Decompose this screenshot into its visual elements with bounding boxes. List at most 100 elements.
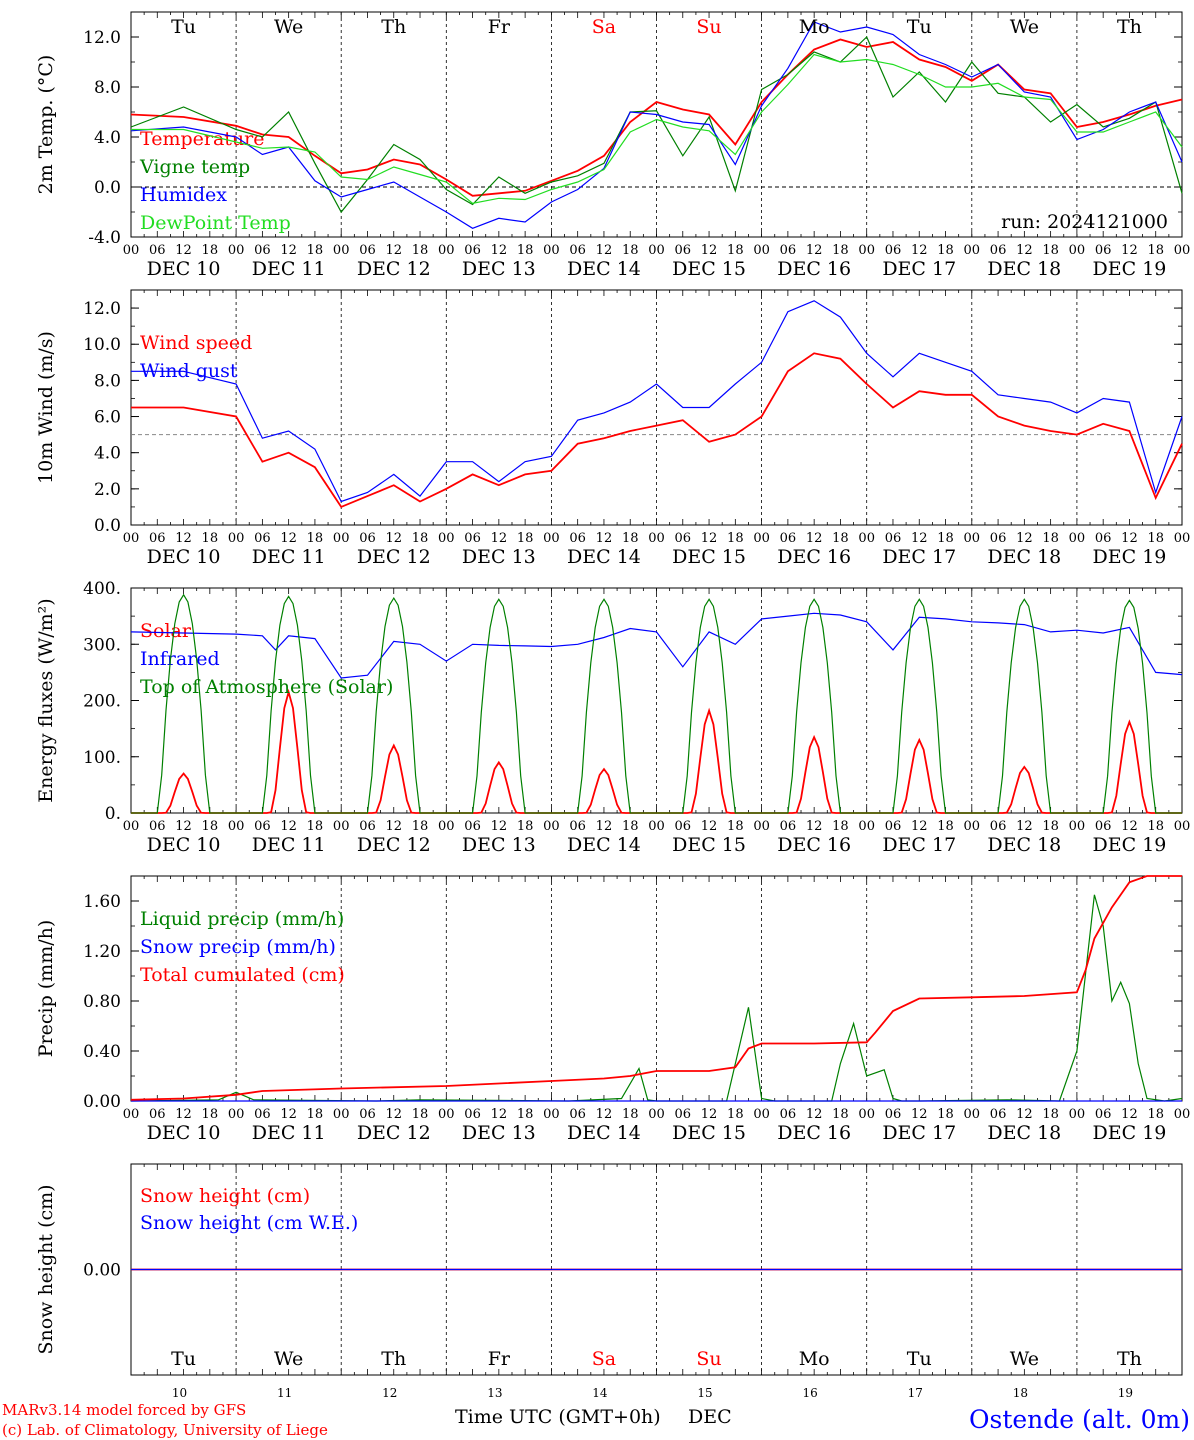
hour-tick-label: 12 [1121,531,1138,546]
day-number: 19 [1118,1386,1133,1400]
hour-tick-label: 00 [1069,531,1086,546]
hour-tick-label: 12 [1016,243,1033,258]
hour-tick-label: 18 [832,819,849,834]
hour-tick-label: 18 [412,243,429,258]
date-label: DEC 17 [882,258,956,280]
hour-tick-label: 06 [149,1107,166,1122]
hour-tick-label: 18 [727,531,744,546]
series-line-total-cumulated-cm- [130,875,1182,1101]
hour-tick-label: 00 [123,243,140,258]
y-tick-label: 4.0 [94,128,121,148]
hour-tick-label: 00 [648,243,665,258]
hour-tick-label: 12 [1016,819,1033,834]
hour-tick-label: 06 [675,243,692,258]
hour-tick-label: 18 [412,819,429,834]
hour-tick-label: 00 [648,1107,665,1122]
hour-tick-label: 06 [254,819,271,834]
day-number: 11 [277,1386,292,1400]
hour-tick-label: 18 [1042,819,1059,834]
y-tick-label: 1.20 [83,942,121,962]
legend-entry: DewPoint Temp [140,212,291,234]
y-tick-label: -4.0 [88,228,121,248]
hour-tick-label: 12 [911,531,928,546]
day-number: 14 [592,1386,608,1400]
hour-tick-label: 12 [491,819,508,834]
hour-tick-label: 00 [228,531,245,546]
hour-tick-label: 18 [1147,531,1164,546]
hour-tick-label: 06 [569,243,586,258]
weekday-label: Th [381,16,406,38]
hour-tick-label: 00 [228,819,245,834]
hour-tick-label: 12 [596,1107,613,1122]
date-label: DEC 10 [147,1122,221,1144]
hour-tick-label: 18 [307,531,324,546]
hour-tick-label: 00 [964,531,981,546]
legend-entry: Liquid precip (mm/h) [140,908,344,930]
hour-tick-label: 00 [1069,819,1086,834]
hour-tick-label: 18 [832,531,849,546]
hour-tick-label: 18 [1147,819,1164,834]
hour-tick-label: 06 [1095,819,1112,834]
weekday-label: We [274,16,303,38]
y-tick-label: 0. [105,804,121,824]
hour-tick-label: 06 [254,1107,271,1122]
station-name: Ostende (alt. 0m) [969,1405,1190,1434]
date-label: DEC 13 [462,258,536,280]
hour-tick-label: 00 [753,243,770,258]
hour-tick-label: 06 [254,531,271,546]
date-label: DEC 13 [462,1122,536,1144]
date-label: DEC 12 [357,546,431,568]
hour-tick-label: 12 [175,531,192,546]
hour-tick-label: 12 [701,531,718,546]
date-label: DEC 13 [462,546,536,568]
date-label: DEC 12 [357,1122,431,1144]
run-label: run: 2024121000 [1001,211,1168,233]
hour-tick-label: 00 [438,243,455,258]
hour-tick-label: 18 [727,819,744,834]
series-line-wind-speed [131,352,1183,509]
day-number: 16 [803,1386,818,1400]
hour-tick-label: 00 [333,243,350,258]
hour-tick-label: 12 [1121,819,1138,834]
hour-tick-label: 00 [438,531,455,546]
hour-tick-label: 00 [1174,531,1191,546]
hour-tick-label: 12 [175,243,192,258]
weekday-label: Tu [907,16,932,38]
day-number: 17 [908,1386,923,1400]
y-tick-label: 1.60 [83,892,121,912]
hour-tick-label: 00 [543,243,560,258]
weekday-label: Tu [171,1348,196,1370]
month-label: DEC [688,1406,732,1428]
hour-tick-label: 06 [885,819,902,834]
hour-tick-label: 06 [359,531,376,546]
hour-tick-label: 18 [1042,243,1059,258]
hour-tick-label: 12 [175,819,192,834]
hour-tick-label: 12 [596,243,613,258]
hour-tick-label: 18 [832,243,849,258]
hour-tick-label: 12 [911,1107,928,1122]
date-label: DEC 11 [252,258,326,280]
hour-tick-label: 06 [675,819,692,834]
hour-tick-label: 12 [701,819,718,834]
day-number: 13 [487,1386,502,1400]
hour-tick-label: 06 [885,1107,902,1122]
series-line-wind-gust [131,300,1183,503]
hour-tick-label: 18 [307,1107,324,1122]
hour-tick-label: 18 [727,243,744,258]
legend-entry: Infrared [140,648,220,670]
hour-tick-label: 06 [675,531,692,546]
weekday-label: Fr [488,1348,511,1370]
hour-tick-label: 12 [1121,1107,1138,1122]
hour-tick-label: 18 [937,243,954,258]
hour-tick-label: 06 [149,819,166,834]
date-label: DEC 18 [987,258,1061,280]
series-line-infrared [130,612,1183,679]
hour-tick-label: 18 [622,531,639,546]
hour-tick-label: 06 [569,531,586,546]
date-label: DEC 17 [882,834,956,856]
panel-precip: 0.00 0.40 0.80 1.20 1.60 Precip (mm/h) Liquid … [35,875,1190,1144]
hour-tick-label: 12 [701,1107,718,1122]
hour-tick-label: 12 [491,243,508,258]
hour-tick-label: 06 [464,243,481,258]
date-label: DEC 12 [357,258,431,280]
